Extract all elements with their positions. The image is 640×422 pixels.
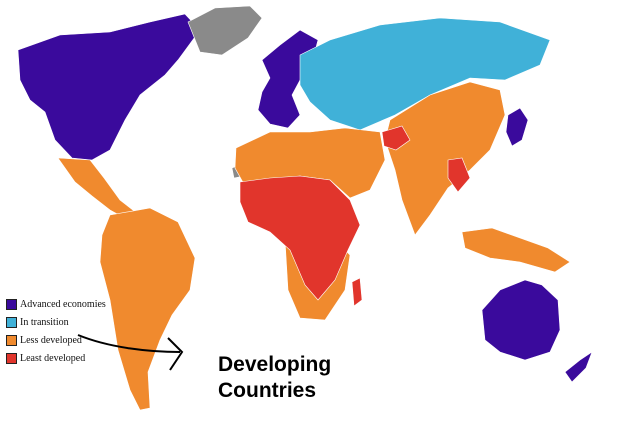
- legend-item-transition: In transition: [6, 313, 106, 331]
- legend-swatch: [6, 298, 17, 310]
- legend-item-least-developed: Least developed: [6, 349, 106, 367]
- region-greenland: [187, 5, 263, 56]
- annotation-arrow: [77, 334, 184, 371]
- legend-swatch: [6, 334, 17, 346]
- region-indonesia: [461, 227, 571, 273]
- caption-line-2: Countries: [218, 379, 317, 402]
- legend-label: Advanced economies: [20, 298, 106, 310]
- region-south-america: [99, 207, 196, 411]
- region-madagascar: [351, 277, 363, 307]
- legend-label: Least developed: [20, 352, 86, 364]
- legend-item-less-developed: Less developed: [6, 331, 106, 349]
- legend-item-advanced: Advanced economies: [6, 295, 106, 313]
- developing-countries-caption: Developing Countries: [218, 352, 331, 404]
- map-legend: Advanced economies In transition Less de…: [6, 295, 106, 367]
- region-japan: [505, 107, 529, 147]
- region-sub-saharan-africa: [239, 175, 361, 301]
- region-central-america: [57, 157, 139, 221]
- region-afghanistan: [381, 125, 411, 151]
- caption-line-1: Developing: [218, 353, 332, 376]
- region-southeast-ldc: [447, 157, 471, 193]
- legend-swatch: [6, 316, 17, 328]
- region-australia: [481, 279, 561, 361]
- region-north-america: [17, 13, 201, 161]
- region-new-zealand: [564, 351, 593, 383]
- legend-swatch: [6, 352, 17, 364]
- region-transition-economies: [299, 17, 551, 131]
- legend-label: Less developed: [20, 334, 82, 346]
- legend-label: In transition: [20, 316, 69, 328]
